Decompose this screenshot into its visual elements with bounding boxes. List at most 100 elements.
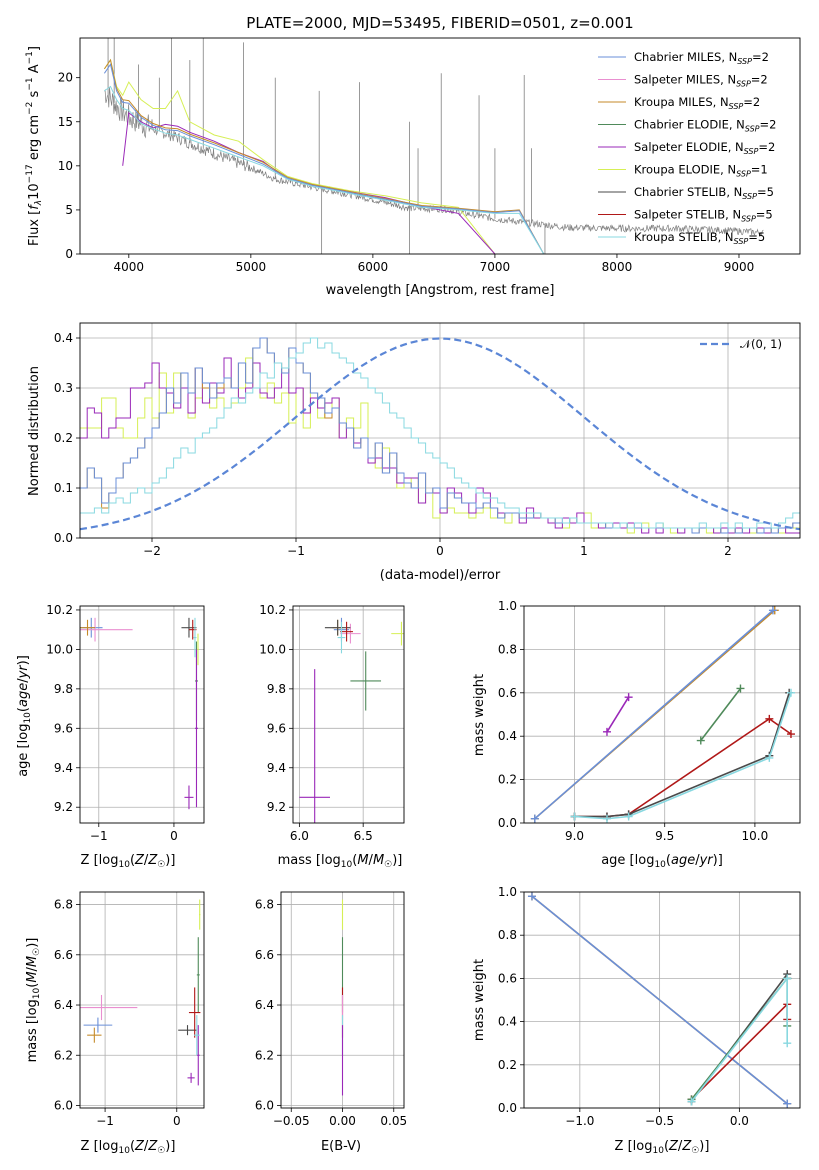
series-line-salpeter-elodie [606, 696, 630, 733]
histogram-step-kroupa-stelib [80, 337, 800, 529]
age-vs-Z-xlabel: Z [log10(Z/Z☉)] [81, 853, 176, 870]
mass-vs-Z-xlabel: Z [log10(Z/Z☉)] [81, 1139, 176, 1156]
y-tick-label: 9.6 [267, 721, 286, 735]
model-line-kroupa-elodie [103, 58, 496, 254]
y-tick-label: 10.2 [259, 603, 286, 617]
x-tick-label: −0.5 [645, 1114, 674, 1128]
y-tick-label: 9.6 [54, 721, 73, 735]
y-tick-label: 1.0 [498, 885, 517, 899]
y-tick-label: 20 [58, 71, 73, 85]
data-point-marker [602, 814, 611, 823]
massweight-vs-metallicity-panel: −1.0 −0.5 0.0 0.0 0.2 0.4 0.6 0.8 1.0 [498, 885, 801, 1128]
spectrum-ylabel: Flux [fλ10−17 erg cm−2 s−1 A−1] [25, 46, 44, 246]
x-tick-label: −1 [90, 829, 108, 843]
mass-vs-metallicity-panel: −1 0 6.0 6.2 6.4 6.6 6.8 [54, 891, 205, 1128]
mass-vs-ebv-xlabel: E(B-V) [321, 1139, 361, 1154]
age-vs-mass-xlabel: mass [log10(M/M☉)] [278, 853, 403, 870]
y-tick-label: 6.6 [54, 948, 73, 962]
massweight-vs-age-xlabel: age [log10(age/yr)] [601, 853, 723, 870]
y-tick-label: 1.0 [498, 599, 517, 613]
data-point-marker [696, 736, 705, 745]
y-tick-label: 5 [65, 203, 73, 217]
age-vs-Z-ylabel: age [log10(age/yr)] [16, 655, 33, 777]
axes-frame [280, 891, 405, 1109]
y-tick-label: 0.4 [498, 729, 517, 743]
data-point-marker [570, 812, 579, 821]
residuals-panel: −2 −1 0 1 2 0.0 0.1 0.2 0.3 0.4 𝒩(0, 1) [54, 322, 801, 558]
y-tick-label: 6.2 [54, 1048, 73, 1062]
residuals-ylabel: Normed distribution [27, 366, 42, 496]
plot-area [80, 337, 800, 534]
y-tick-label: 0.2 [498, 1058, 517, 1072]
x-tick-label: 0.0 [730, 1114, 749, 1128]
y-tick-label: 0.2 [54, 431, 73, 445]
axes-frame [79, 37, 801, 255]
axes-frame [79, 891, 205, 1109]
y-tick-label: 0.0 [54, 531, 73, 545]
y-tick-label: 0.6 [498, 971, 517, 985]
massweight-vs-age-panel: 9.0 9.5 10.0 0.0 0.2 0.4 0.6 0.8 1.0 [498, 599, 801, 843]
x-tick-label: 1 [580, 544, 588, 558]
y-tick-label: 9.4 [54, 761, 73, 775]
spectrum-panel: 4000 5000 6000 7000 8000 9000 0 5 10 15 20 Chabrier… [58, 37, 801, 274]
mass-vs-ebv-panel: −0.05 0.00 0.05 6.0 6.2 6.4 6.6 6.8 [255, 891, 407, 1128]
y-tick-label: 6.8 [54, 898, 73, 912]
y-tick-label: 6.4 [54, 998, 73, 1012]
y-tick-label: 10.2 [46, 603, 73, 617]
data-point-marker [765, 714, 774, 723]
data-spectrum-line [104, 87, 764, 237]
data-point-marker [602, 727, 611, 736]
legend-label: Salpeter MILES, NSSP=2 [634, 73, 768, 89]
model-line-kroupa-miles [103, 58, 545, 254]
x-tick-label: 6.5 [354, 829, 373, 843]
series-line-chabrier-elodie [700, 688, 742, 741]
y-tick-label: 0.4 [498, 1015, 517, 1029]
y-tick-label: 0 [65, 247, 73, 261]
model-line-kroupa-stelib [104, 85, 545, 254]
y-tick-label: 0.3 [54, 381, 73, 395]
data-point-marker [765, 753, 774, 762]
spectrum-xlabel: wavelength [Angstrom, rest frame] [326, 283, 555, 298]
x-tick-label: −1 [287, 544, 305, 558]
series-line-chabrier-miles [531, 895, 788, 1105]
x-tick-label: 6000 [358, 260, 389, 274]
y-tick-label: 9.8 [54, 682, 73, 696]
massweight-vs-Z-xlabel: Z [log10(Z/Z☉)] [615, 1139, 710, 1156]
axes-frame [79, 322, 801, 539]
legend-label: Salpeter ELODIE, NSSP=2 [634, 140, 775, 156]
x-tick-label: 7000 [480, 260, 511, 274]
data-point-marker [768, 606, 777, 615]
series-line-chabrier-stelib [574, 692, 790, 818]
y-tick-label: 9.4 [267, 761, 286, 775]
residuals-xlabel: (data-model)/error [380, 568, 501, 583]
y-tick-label: 6.8 [255, 898, 274, 912]
axes-frame [523, 605, 801, 824]
y-tick-label: 0.0 [498, 1101, 517, 1115]
y-tick-label: 0.2 [498, 773, 517, 787]
legend-label: Kroupa ELODIE, NSSP=1 [634, 163, 768, 179]
data-point-marker [736, 684, 745, 693]
y-tick-label: 9.2 [267, 800, 286, 814]
y-tick-label: 10 [58, 159, 73, 173]
plot-area [527, 892, 792, 1108]
axes-frame [523, 891, 801, 1109]
data-point-marker [783, 974, 792, 983]
y-tick-label: 9.8 [267, 682, 286, 696]
data-point-marker [786, 730, 795, 739]
series-line-chabrier-miles [534, 609, 774, 820]
x-tick-label: −0.05 [273, 1114, 310, 1128]
legend-label: Chabrier STELIB, NSSP=5 [634, 185, 774, 201]
x-tick-label: 2 [724, 544, 732, 558]
massweight-vs-age-ylabel: mass weight [472, 674, 487, 756]
axes-frame [292, 605, 405, 824]
plot-area [103, 38, 764, 254]
y-tick-label: 10.0 [259, 642, 286, 656]
x-tick-label: 0.05 [380, 1114, 407, 1128]
x-tick-label: 5000 [236, 260, 267, 274]
legend-label: Kroupa STELIB, NSSP=5 [634, 230, 765, 246]
y-tick-label: 10.0 [46, 642, 73, 656]
legend-label: Chabrier MILES, NSSP=2 [634, 50, 769, 66]
y-tick-label: 0.1 [54, 481, 73, 495]
y-tick-label: 6.0 [255, 1098, 274, 1112]
